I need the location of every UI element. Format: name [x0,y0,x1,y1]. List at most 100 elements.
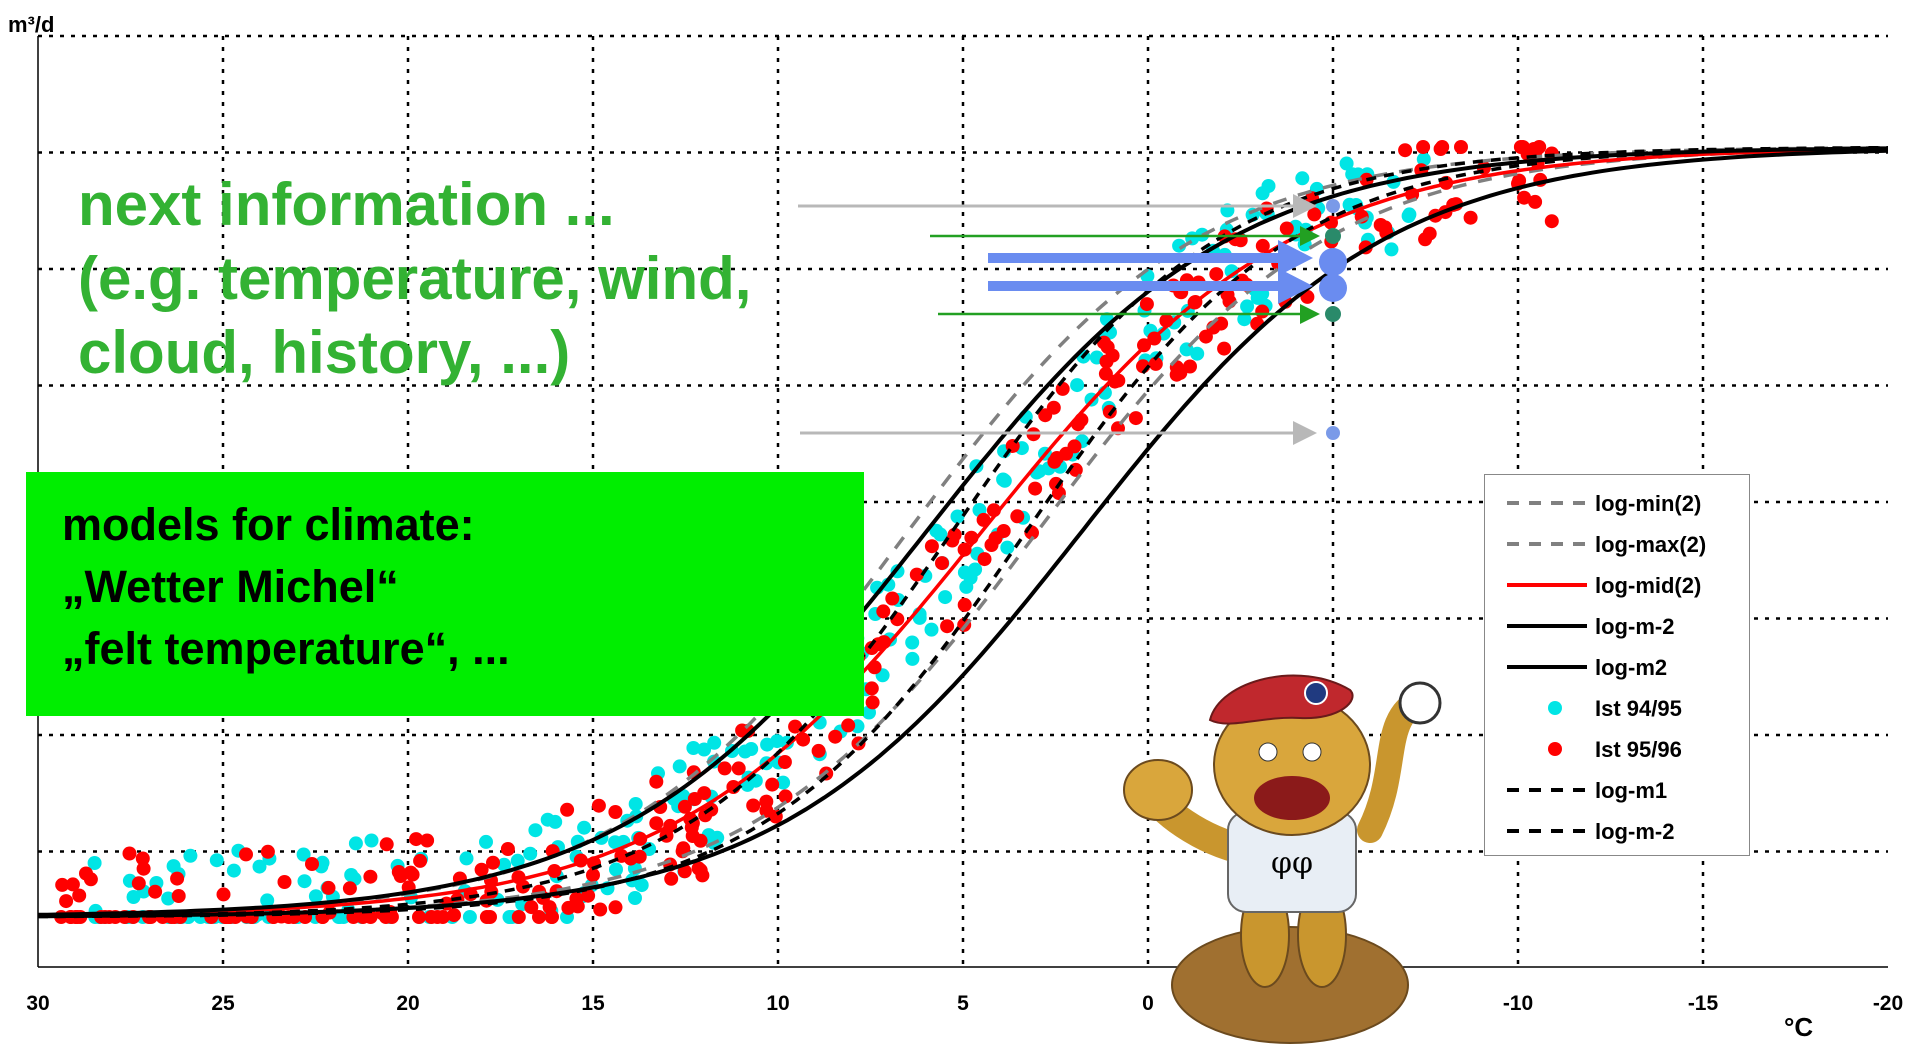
box-line-3: „felt temperature“, ... [62,623,510,674]
scatter-point [1279,221,1294,236]
scatter-point [344,868,359,882]
scatter-point [988,531,1003,546]
scatter-point [412,910,426,924]
mascot-ground [1171,926,1409,1044]
legend-label: log-min(2) [1595,491,1702,516]
scatter-point [379,837,394,852]
model-curve-1 [38,147,1889,918]
scatter-point [957,597,972,612]
scatter-point [1190,346,1205,361]
scatter-point [87,856,102,870]
scatter-point [664,871,679,886]
annotation-line-2: (e.g. temperature, wind, [78,245,752,312]
legend-label: log-max(2) [1595,532,1707,557]
scatter-point [315,855,330,870]
scatter-point [1307,207,1322,222]
forecast-point [1319,248,1347,276]
scatter-point [1418,232,1433,247]
scatter-point [1237,312,1252,327]
scatter-point [811,743,826,758]
scatter-point [131,876,146,891]
scatter-point [876,604,891,619]
legend-label: log-m-2 [1595,819,1675,844]
legend-swatch [1548,701,1562,715]
y-axis-label: m³/d [8,12,55,37]
x-tick-label: 5 [957,992,969,1015]
scatter-point [1398,143,1413,158]
scatter-point [548,814,563,829]
scatter-point [933,527,948,542]
scatter-point [759,803,774,818]
scatter-point [363,869,378,884]
legend-swatch [1507,501,1587,505]
scatter-point [1046,400,1061,415]
model-curve-7 [37,145,1888,918]
scatter-point [776,775,791,790]
scatter-point [252,859,267,874]
scatter-point [885,591,900,606]
model-curve-6 [38,146,1889,919]
scatter-point [1148,356,1163,371]
scatter-point [532,910,546,924]
scatter-point [511,910,526,924]
scatter-point [363,910,378,924]
scatter-point [905,635,920,650]
legend-swatch [1507,788,1587,792]
scatter-point [1384,242,1399,257]
scatter-point [608,805,623,819]
scatter-point [523,846,538,861]
annotation-line-3: cloud, history, ...) [78,319,571,386]
scatter-point [1454,140,1468,154]
scatter-point [691,861,706,876]
legend-swatch [1507,829,1587,833]
scatter-point [968,562,983,577]
forecast-point [1326,199,1340,213]
scatter-point [865,695,880,710]
scatter-point [864,681,879,696]
scatter-point [1526,142,1541,156]
scatter-point [430,910,445,924]
scatter-point [1049,476,1063,491]
forecast-point [1325,228,1341,244]
scatter-point [628,797,643,811]
scatter-point [1295,171,1310,186]
scatter-point [59,894,74,909]
scatter-point [586,868,600,883]
model-curves [37,145,1889,919]
x-tick-label: 10 [766,992,789,1015]
x-tick-label: 30 [26,992,49,1015]
scatter-point [628,891,642,905]
mascot-shirt-text: φφ [1271,846,1313,881]
scatter-point [1416,140,1431,154]
scatter-point [135,851,150,866]
scatter-point [260,893,275,908]
scatter-point [148,884,163,899]
scatter-point [677,864,692,879]
scatter-point [72,888,87,903]
legend-item: log-max(2) [1485,524,1751,564]
scatter-point [924,539,939,554]
scatter-point [738,744,753,759]
scatter-point [1544,214,1559,229]
x-tick-label: -20 [1873,992,1903,1015]
scatter-point [239,847,253,862]
scatter-point [677,799,692,814]
mascot-mouth [1254,776,1330,820]
scatter-point [1217,341,1232,356]
model-curve-3 [37,147,1889,917]
legend-item: log-m1 [1485,770,1751,810]
x-tick-label: -15 [1688,992,1719,1015]
legend-label: Ist 94/95 [1595,696,1682,721]
scatter-point [778,789,793,804]
forecast-arrow-bold-head [1278,268,1313,304]
scatter-point [1255,304,1270,319]
legend-item: log-m-2 [1485,606,1751,646]
legend-label: log-mid(2) [1595,573,1702,598]
mascot-eye-left [1258,742,1278,762]
scatter-point [216,887,231,902]
scatter-point [1255,238,1270,253]
chart-legend: log-min(2) log-max(2) log-mid(2) log-m-2 log… [1484,474,1750,856]
scatter-point [649,774,664,789]
